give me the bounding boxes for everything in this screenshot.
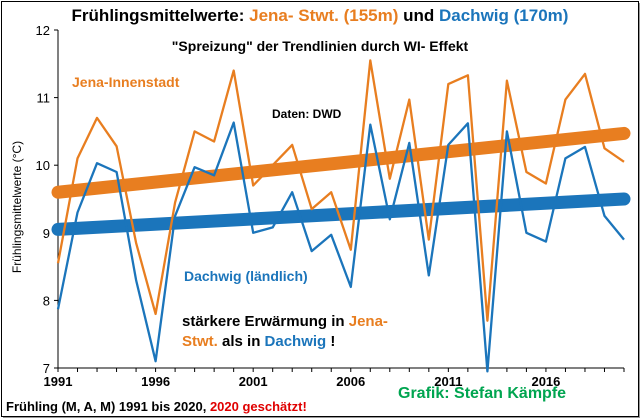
warming-note: stärkere Erwärmung in Jena- Stwt. als in… — [182, 312, 388, 352]
footer-period: Frühling (M, A, M) 1991 bis 2020, 2020 g… — [6, 399, 307, 414]
footer-estimate: 2020 geschätzt! — [209, 399, 307, 414]
y-tick-label: 11 — [37, 91, 51, 106]
axes: 7 8 9 10 11 12 1991 1996 2001 2006 2011 2016 — [36, 23, 625, 389]
x-tick-label: 2016 — [531, 374, 560, 389]
title-dachwig: Dachwig (170m) — [439, 6, 569, 25]
note-jena: Jena- — [348, 313, 388, 330]
x-tick-label: 2006 — [336, 374, 365, 389]
note-dachwig: Dachwig — [264, 333, 327, 350]
dachwig-trendline — [51, 192, 631, 236]
jena-series-line — [56, 59, 625, 322]
jena-trendline — [51, 126, 631, 199]
y-tick-label: 9 — [43, 226, 50, 241]
trendlines — [51, 126, 631, 236]
note-end: ! — [326, 333, 336, 350]
note-stwt: Stwt. — [182, 333, 218, 350]
graphic-credit: Grafik: Stefan Kämpfe — [398, 385, 567, 402]
y-tick-label: 12 — [36, 23, 50, 38]
x-tick-label: 2001 — [239, 374, 268, 389]
x-tick-label: 1996 — [141, 374, 170, 389]
footer-period-text: Frühling (M, A, M) 1991 bis 2020, — [6, 399, 210, 414]
dachwig-series-line — [56, 121, 625, 373]
chart-title: Frühlingsmittelwerte: Jena- Stwt. (155m)… — [0, 6, 640, 26]
dachwig-series-label: Dachwig (ländlich) — [184, 268, 308, 284]
series-lines — [56, 59, 625, 373]
data-source-label: Daten: DWD — [272, 107, 342, 121]
title-and: und — [398, 6, 439, 25]
note-als: als in — [217, 333, 265, 350]
x-tick-label: 1991 — [44, 374, 73, 389]
chart-subtitle: "Spreizung" der Trendlinien durch WI- Ef… — [171, 38, 469, 54]
x-tick-label: 2011 — [434, 374, 462, 389]
y-tick-label: 7 — [43, 361, 50, 376]
y-tick-label: 8 — [43, 293, 50, 308]
title-prefix: Frühlingsmittelwerte: — [71, 6, 250, 25]
y-tick-label: 10 — [36, 158, 50, 173]
note-text-1: stärkere Erwärmung in — [182, 313, 349, 330]
title-jena: Jena- Stwt. (155m) — [249, 6, 399, 25]
jena-series-label: Jena-Innenstadt — [72, 74, 180, 90]
